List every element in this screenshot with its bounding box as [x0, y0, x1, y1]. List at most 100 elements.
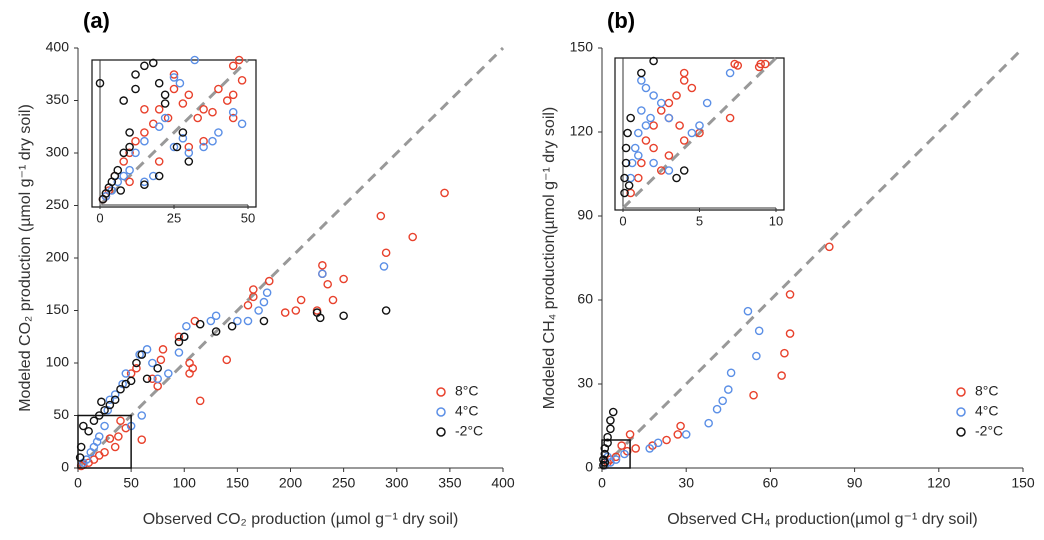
point — [379, 262, 389, 271]
point — [233, 316, 242, 326]
point — [142, 374, 152, 384]
point — [140, 177, 149, 187]
point — [725, 68, 735, 78]
point — [89, 416, 99, 426]
point — [121, 423, 131, 433]
point — [132, 363, 141, 373]
point — [94, 432, 104, 441]
point — [148, 58, 158, 68]
x-tick-label: 150 — [226, 475, 250, 491]
point — [131, 70, 140, 79]
x-tick-label: 60 — [763, 475, 779, 491]
point — [169, 73, 179, 82]
point — [178, 128, 188, 137]
y-tick-label: 100 — [46, 354, 70, 370]
point — [623, 128, 632, 138]
point — [125, 148, 134, 158]
point — [621, 143, 631, 153]
point — [679, 136, 689, 145]
point — [208, 107, 217, 117]
point — [132, 358, 141, 368]
point — [125, 165, 134, 175]
point — [606, 416, 615, 425]
point — [243, 316, 253, 326]
point — [222, 96, 232, 105]
point — [84, 426, 93, 436]
y-tick-label: 0 — [61, 459, 69, 475]
point — [603, 432, 612, 442]
point — [679, 76, 689, 85]
point — [98, 194, 108, 204]
point — [228, 61, 238, 71]
point — [100, 421, 109, 431]
point — [119, 148, 128, 158]
y-axis-label: Modeled CH₄ production(µmol g⁻¹ dry soil… — [541, 107, 558, 410]
legend-marker — [436, 387, 446, 397]
point — [137, 435, 147, 444]
point — [649, 56, 658, 66]
point — [169, 142, 179, 152]
point — [105, 400, 115, 410]
point — [131, 84, 140, 94]
y-tick-label: 250 — [46, 196, 70, 212]
point — [243, 300, 253, 310]
point — [280, 308, 290, 317]
point — [184, 142, 194, 152]
x-tick-label: 300 — [385, 475, 409, 491]
x-tick-label: 250 — [332, 475, 356, 491]
point — [679, 166, 689, 175]
point — [641, 83, 651, 93]
point — [153, 381, 162, 391]
y-tick-label: 50 — [53, 406, 69, 422]
point — [119, 96, 128, 105]
point — [140, 136, 149, 146]
point — [199, 136, 208, 146]
point — [228, 113, 238, 123]
point — [617, 441, 626, 450]
point — [608, 407, 618, 417]
point — [100, 405, 109, 415]
point — [110, 442, 120, 452]
point — [291, 306, 301, 315]
point — [634, 128, 643, 138]
point — [222, 355, 232, 365]
point — [116, 186, 126, 195]
point — [179, 332, 189, 342]
point — [664, 151, 674, 160]
legend-marker — [956, 387, 966, 397]
x-tick-label: 50 — [123, 475, 139, 491]
y-tick-label: 150 — [46, 301, 70, 317]
inset-region — [77, 414, 132, 469]
point — [785, 329, 795, 338]
point — [318, 261, 327, 270]
point — [105, 395, 115, 405]
point — [190, 55, 200, 65]
point — [208, 136, 217, 146]
point — [676, 421, 685, 431]
point — [249, 292, 258, 302]
point — [119, 157, 128, 166]
point — [75, 453, 85, 462]
inset-region — [601, 439, 631, 469]
point — [148, 171, 158, 181]
point — [140, 180, 149, 189]
y-tick-label: 150 — [570, 39, 594, 55]
point — [211, 327, 221, 336]
point — [121, 379, 131, 389]
point — [259, 297, 269, 307]
point — [174, 337, 184, 347]
point — [175, 78, 185, 88]
point — [339, 274, 348, 284]
point — [264, 276, 274, 286]
legend-label: -2°C — [975, 423, 1003, 439]
point — [312, 308, 322, 317]
panel-label: (a) — [83, 8, 110, 33]
x-axis-label: Observed CO₂ production (µmol g⁻¹ dry so… — [143, 511, 459, 528]
point — [214, 84, 223, 94]
point — [156, 355, 166, 365]
plot: 0 50 100 150 200 250 300 350 4000501001502002503… — [17, 8, 515, 528]
point — [114, 432, 123, 441]
point — [119, 171, 128, 181]
legend-marker — [956, 407, 966, 417]
point — [160, 90, 170, 100]
